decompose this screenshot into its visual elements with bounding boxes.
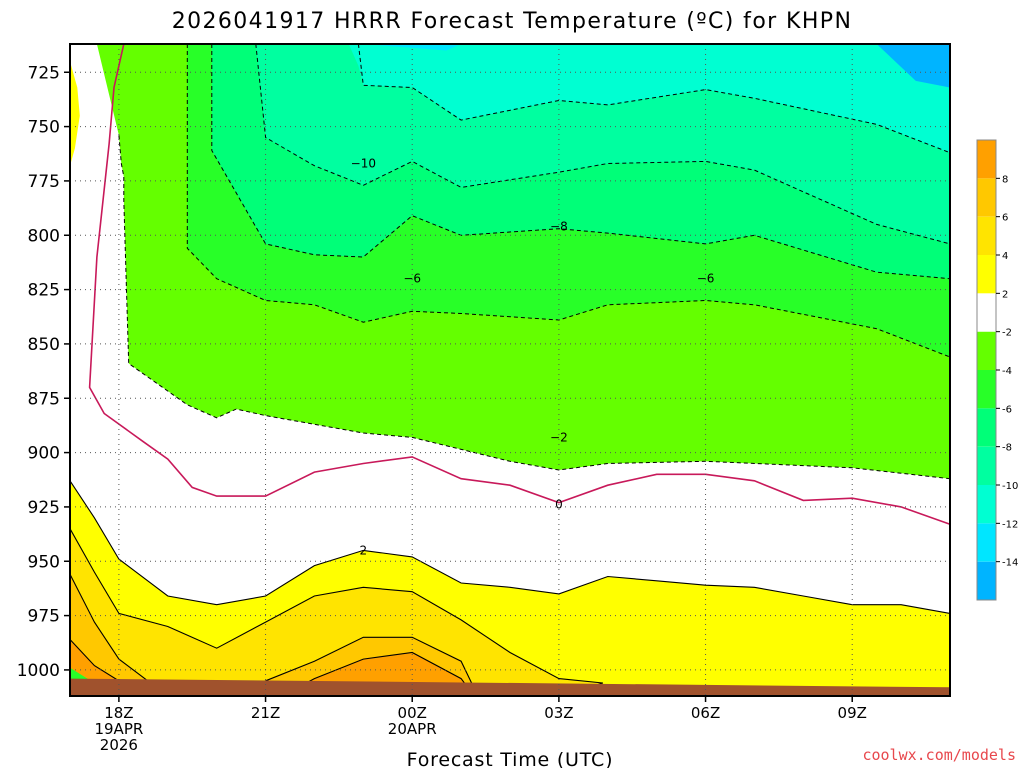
colorbar-label: -10 [1002, 481, 1018, 492]
x-tick-label: 18Z [104, 704, 133, 722]
y-tick-label: 850 [28, 335, 60, 355]
contour-label: −6 [403, 272, 421, 286]
y-axis: 725 750 775 800 825 850 875 900 925 950 975 1000 [17, 63, 70, 681]
warm-sliver-fill [70, 61, 80, 166]
fill-region-8 [70, 639, 168, 692]
x-tick-label: 03Z [544, 704, 573, 722]
colorbar-segment [977, 255, 996, 294]
colorbar-label: -12 [1002, 519, 1018, 530]
colorbar-label: 2 [1002, 289, 1008, 300]
y-tick-label: 750 [28, 118, 60, 138]
contour-label: −6 [697, 272, 715, 286]
fill-region-4 [70, 528, 603, 692]
y-tick-label: 1000 [17, 661, 60, 681]
colorbar-label: -2 [1002, 328, 1012, 339]
y-tick-label: 775 [28, 172, 60, 192]
colorbar-segment [977, 216, 996, 255]
x-tick-label: 2026 [100, 736, 138, 754]
contour-label: −10 [351, 157, 376, 171]
isotherm-4 [69, 528, 604, 688]
x-tick-label: 21Z [251, 704, 280, 722]
colorbar-label: 6 [1002, 213, 1008, 224]
y-tick-label: 975 [28, 607, 60, 627]
colorbar-segment [977, 178, 996, 217]
isotherm-minus10 [357, 43, 951, 154]
y-tick-label: 875 [28, 389, 60, 409]
fill-region-minus10 [231, 44, 951, 153]
y-tick-label: 725 [28, 63, 60, 83]
colorbar-segment [977, 561, 996, 600]
colorbar-label: -8 [1002, 443, 1012, 454]
isotherm-0 [88, 43, 951, 526]
contour-label: 2 [360, 543, 368, 557]
colorbar-segment [977, 293, 996, 332]
contour-labels: −10 −8 −6 −6 −2 0 2 [351, 157, 715, 558]
isotherm-8 [289, 651, 472, 693]
x-tick-label: 20APR [388, 720, 437, 738]
x-axis-label: Forecast Time (UTC) [407, 749, 614, 768]
plot-area: −10 −8 −6 −6 −2 0 2 [69, 43, 951, 697]
ground-terrain [70, 678, 950, 696]
isotherm-2 [69, 480, 951, 614]
colorbar-label: -14 [1002, 558, 1018, 569]
contour-label: −8 [550, 220, 568, 234]
gridlines [70, 44, 950, 696]
colorbar-label: -4 [1002, 366, 1012, 377]
x-tick-label: 06Z [691, 704, 720, 722]
y-tick-label: 800 [28, 226, 60, 246]
colorbar-segment [977, 485, 996, 524]
isotherm-minus6 [211, 44, 951, 280]
isotherm-minus4 [186, 44, 951, 358]
y-tick-label: 950 [28, 552, 60, 572]
y-tick-label: 925 [28, 498, 60, 518]
y-tick-label: 900 [28, 444, 60, 464]
x-tick-label: 19APR [94, 720, 143, 738]
colorbar-label: -6 [1002, 404, 1012, 415]
chart-title: 2026041917 HRRR Forecast Temperature (ºC… [172, 9, 853, 34]
credit-text: coolwx.com/models [862, 746, 1016, 764]
x-tick-label: 00Z [398, 704, 427, 722]
fill-region-minus14 [876, 44, 950, 88]
plot-frame [69, 43, 951, 697]
colorbar-label: 4 [1002, 251, 1008, 262]
y-tick-label: 825 [28, 281, 60, 301]
colorbar-segment [977, 140, 996, 179]
isotherm-minus8 [255, 43, 951, 245]
colorbar: -14 -12 -10 -8 -6 -4 -2 2 4 6 8 [976, 139, 1018, 601]
contour-label: −2 [550, 430, 568, 444]
ground-layer [70, 678, 950, 696]
colorbar-segment [977, 370, 996, 409]
colorbar-label: 8 [1002, 174, 1008, 185]
isotherm-minus2 [118, 135, 951, 480]
colorbar-segment [977, 331, 996, 370]
colorbar-segment [977, 408, 996, 447]
contour-label: 0 [555, 498, 563, 512]
x-tick-label: 09Z [838, 704, 867, 722]
colorbar-segment [977, 446, 996, 485]
colorbar-segment [977, 523, 996, 562]
temperature-fills [70, 44, 951, 696]
